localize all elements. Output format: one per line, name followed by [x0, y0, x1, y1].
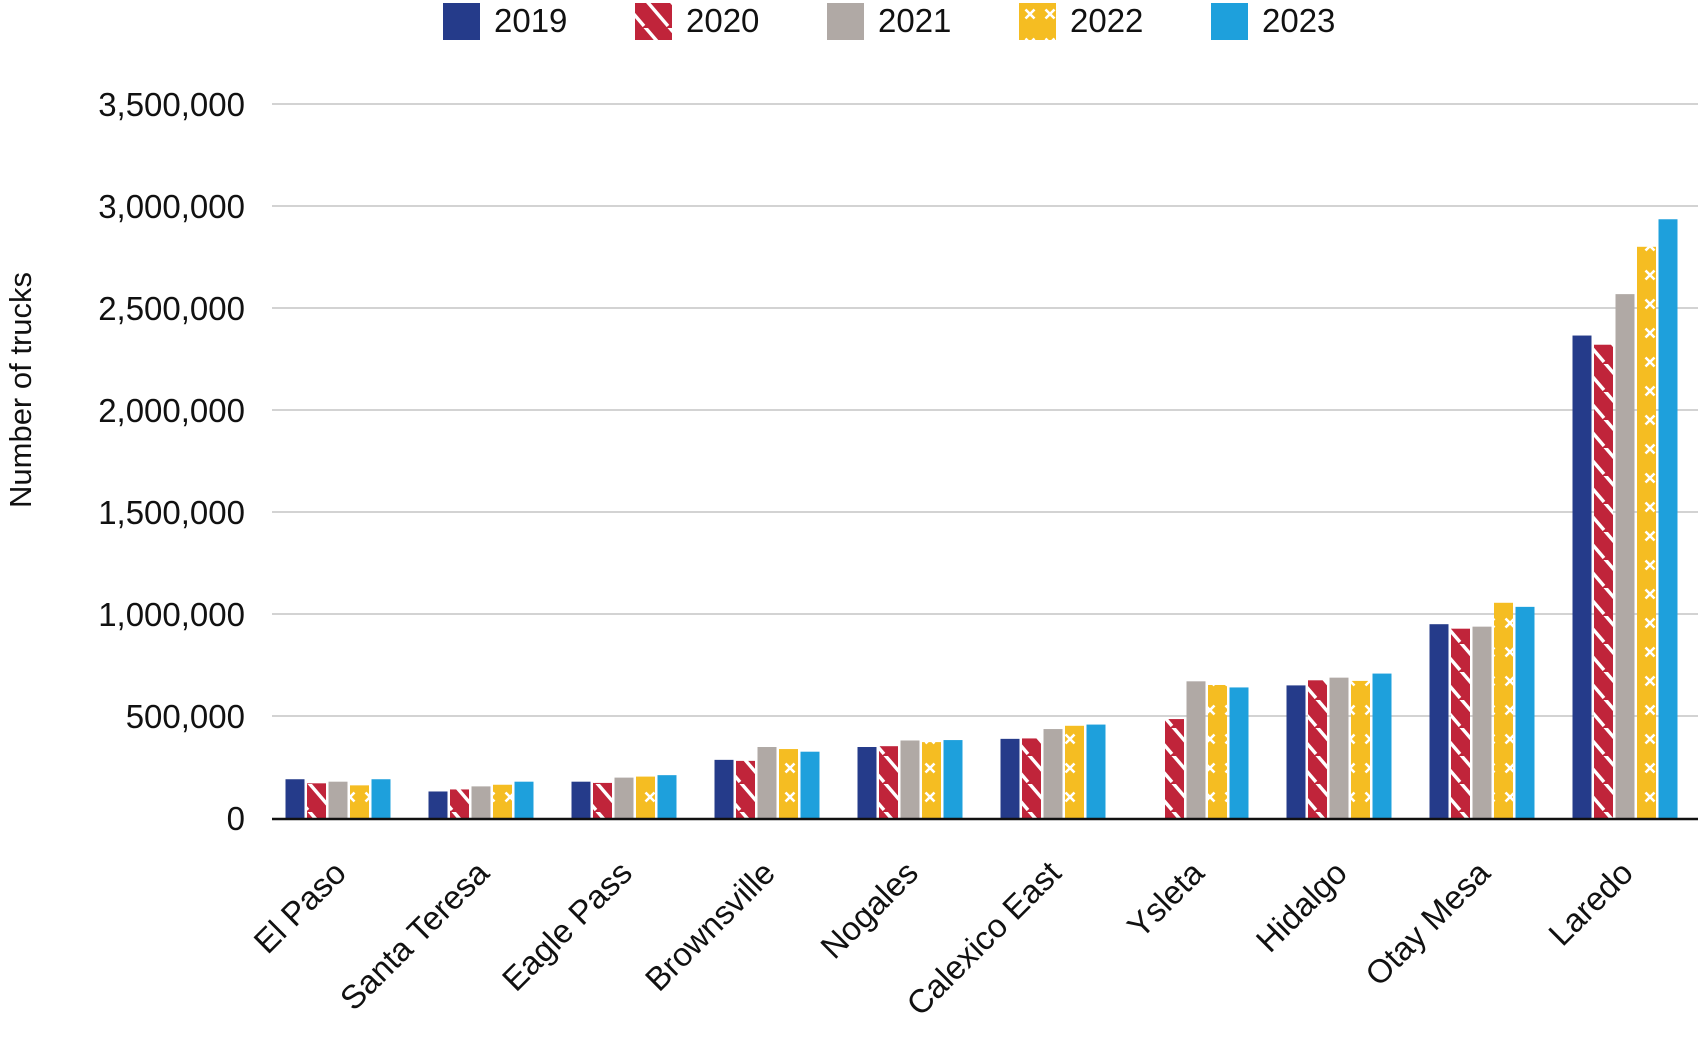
x-tick-label-hidalgo: Hidalgo [1249, 854, 1354, 959]
bar-laredo-2020 [1594, 344, 1613, 818]
bar-eagle-pass-2020 [593, 782, 612, 818]
bar-nogales-2020 [879, 746, 898, 818]
legend-swatch-2022 [1019, 3, 1056, 40]
bar-brownsville-2019 [714, 759, 734, 818]
legend-swatch-2021 [827, 3, 864, 40]
legend-swatch-2020 [635, 3, 672, 40]
bar-nogales-2022 [922, 742, 941, 818]
y-tick-label: 3,000,000 [98, 188, 245, 225]
bar-ysleta-2021 [1186, 681, 1206, 818]
legend-label-2023: 2023 [1262, 2, 1335, 39]
bar-hidalgo-2022 [1351, 680, 1370, 818]
bar-calexico-east-2023 [1086, 724, 1106, 818]
y-tick-label: 3,500,000 [98, 86, 245, 123]
bar-el-paso-2019 [285, 779, 305, 818]
y-tick-label: 2,000,000 [98, 392, 245, 429]
y-axis-title: Number of trucks [3, 272, 38, 508]
bar-santa-teresa-2020 [450, 789, 469, 818]
legend-label-2021: 2021 [878, 2, 951, 39]
bar-ysleta-2022 [1208, 684, 1227, 818]
bar-eagle-pass-2023 [657, 775, 677, 818]
bar-nogales-2023 [943, 740, 963, 818]
x-tick-label-santa-teresa: Santa Teresa [333, 853, 497, 1017]
bar-hidalgo-2021 [1329, 677, 1349, 818]
bar-ysleta-2023 [1229, 687, 1249, 818]
legend-label-2019: 2019 [494, 2, 567, 39]
y-axis: 0 500,000 1,000,000 1,500,000 2,000,000 2,500… [98, 86, 245, 837]
bar-brownsville-2023 [800, 751, 820, 818]
bar-eagle-pass-2019 [571, 781, 591, 818]
legend-label-2020: 2020 [686, 2, 759, 39]
bar-brownsville-2021 [757, 747, 777, 818]
x-tick-label-eagle-pass: Eagle Pass [495, 854, 639, 998]
bar-otay-mesa-2019 [1429, 624, 1449, 818]
bar-santa-teresa-2022 [493, 784, 512, 818]
x-tick-label-nogales: Nogales [813, 854, 925, 966]
bar-laredo-2022 [1637, 246, 1656, 819]
bar-el-paso-2020 [307, 783, 326, 818]
bar-eagle-pass-2022 [636, 776, 655, 818]
x-tick-label-el-paso: El Paso [246, 854, 353, 961]
y-tick-label: 1,000,000 [98, 596, 245, 633]
bar-otay-mesa-2021 [1472, 626, 1492, 818]
bar-hidalgo-2020 [1308, 680, 1327, 818]
bar-santa-teresa-2021 [471, 786, 491, 818]
bar-laredo-2023 [1658, 219, 1678, 818]
bar-laredo-2019 [1572, 335, 1592, 818]
bar-el-paso-2023 [371, 779, 391, 818]
legend-swatch-2023 [1211, 3, 1248, 40]
legend-label-2022: 2022 [1070, 2, 1143, 39]
x-tick-label-otay-mesa: Otay Mesa [1358, 853, 1497, 992]
bar-el-paso-2021 [328, 781, 348, 818]
bar-calexico-east-2020 [1022, 738, 1041, 818]
bar-hidalgo-2023 [1372, 673, 1392, 818]
y-tick-label: 1,500,000 [98, 494, 245, 531]
bar-nogales-2019 [857, 747, 877, 818]
bar-brownsville-2020 [736, 760, 755, 818]
bar-otay-mesa-2023 [1515, 606, 1535, 818]
y-tick-label: 0 [227, 800, 245, 837]
bar-eagle-pass-2021 [614, 777, 634, 818]
bar-ysleta-2020 [1165, 719, 1184, 818]
bar-santa-teresa-2023 [514, 781, 534, 818]
x-tick-label-ysleta: Ysleta [1120, 853, 1211, 944]
bar-otay-mesa-2020 [1451, 628, 1470, 818]
y-tick-label: 500,000 [126, 698, 245, 735]
legend-swatch-2019 [443, 3, 480, 40]
x-tick-label-brownsville: Brownsville [638, 854, 782, 998]
bar-calexico-east-2022 [1065, 725, 1084, 818]
bar-otay-mesa-2022 [1494, 602, 1513, 818]
bar-hidalgo-2019 [1286, 685, 1306, 818]
bar-brownsville-2022 [779, 749, 798, 818]
y-tick-label: 2,500,000 [98, 290, 245, 327]
bar-santa-teresa-2019 [428, 791, 448, 818]
bar-calexico-east-2019 [1000, 738, 1020, 818]
bar-laredo-2021 [1615, 294, 1635, 818]
bar-el-paso-2022 [350, 785, 369, 818]
x-tick-label-laredo: Laredo [1541, 854, 1640, 953]
bar-calexico-east-2021 [1043, 729, 1063, 818]
legend: 2019 2020 2021 2022 2023 [443, 2, 1335, 40]
gridlines [272, 103, 1698, 717]
bars [285, 219, 1678, 819]
x-tick-label-calexico-east: Calexico East [899, 854, 1068, 1023]
bar-nogales-2021 [900, 740, 920, 818]
